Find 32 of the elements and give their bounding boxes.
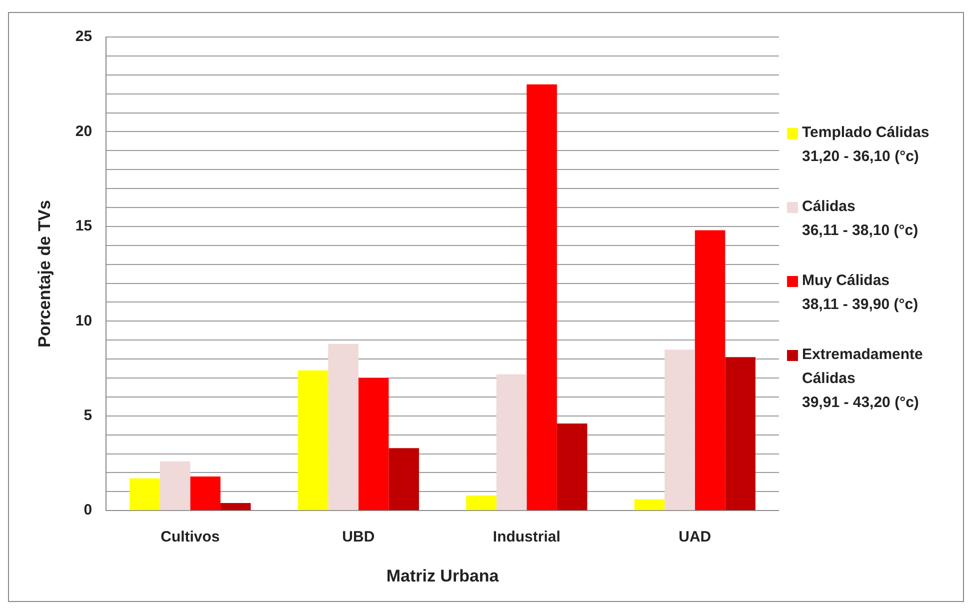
bar bbox=[160, 461, 190, 510]
bar bbox=[526, 84, 557, 510]
bar bbox=[130, 478, 160, 510]
legend-label: Templado Cálidas 31,20 - 36,10 (°c) bbox=[802, 123, 930, 167]
y-tick-label: 25 bbox=[75, 28, 92, 46]
bar bbox=[556, 423, 588, 510]
bar bbox=[466, 495, 496, 510]
y-tick-label: 15 bbox=[75, 218, 92, 235]
bar bbox=[634, 499, 665, 510]
y-axis-title: Porcentaje de TVs bbox=[34, 200, 54, 348]
y-tick-label: 20 bbox=[75, 122, 92, 140]
bar bbox=[496, 374, 527, 510]
bar bbox=[694, 230, 726, 510]
bar bbox=[328, 344, 358, 510]
legend-label: Extremadamente Cálidas 39,91 - 43,20 (°c) bbox=[802, 345, 923, 413]
x-tick-label: UAD bbox=[678, 528, 712, 546]
y-tick-label: 0 bbox=[84, 502, 92, 519]
x-tick-label: Industrial bbox=[492, 528, 560, 546]
x-axis-title: Matriz Urbana bbox=[386, 566, 500, 586]
bar bbox=[220, 503, 251, 510]
y-tick-label: 10 bbox=[75, 312, 92, 330]
legend-label: Cálidas 36,11 - 38,10 (°c) bbox=[802, 197, 918, 241]
y-tick-label: 5 bbox=[84, 407, 92, 424]
bar bbox=[725, 357, 756, 510]
bar bbox=[388, 448, 419, 510]
x-tick-label: UBD bbox=[342, 528, 375, 546]
bar bbox=[190, 476, 220, 510]
x-tick-label: Cultivos bbox=[160, 528, 220, 546]
bar bbox=[358, 378, 389, 510]
legend-label: Muy Cálidas 38,11 - 39,90 (°c) bbox=[802, 271, 918, 315]
bar bbox=[298, 370, 328, 510]
bar bbox=[664, 350, 695, 510]
